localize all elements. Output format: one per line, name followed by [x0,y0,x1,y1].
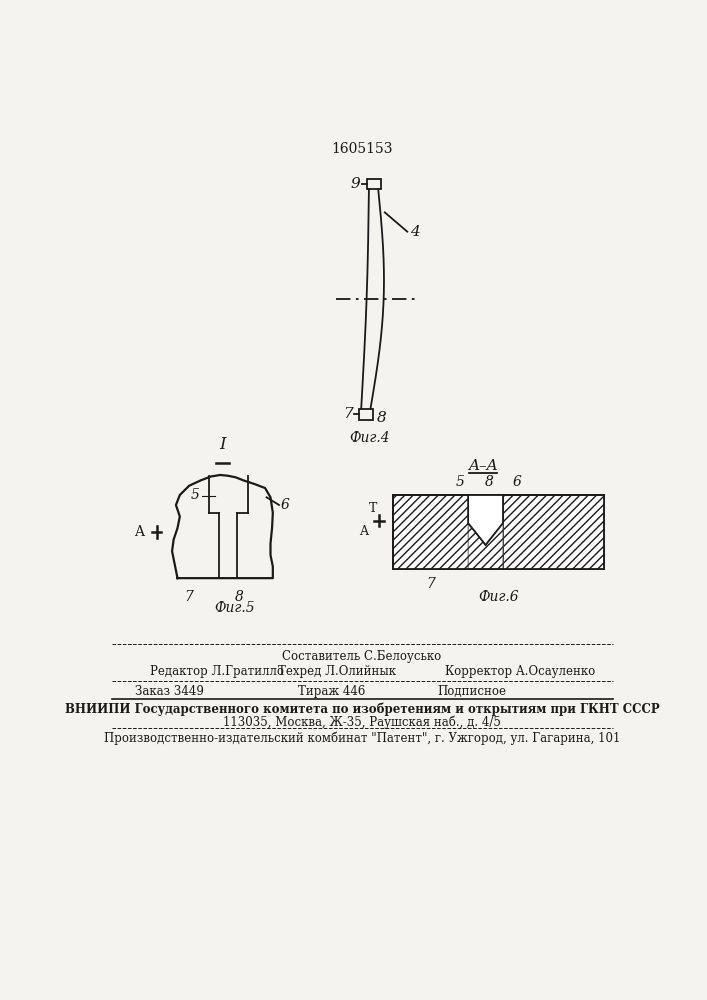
Bar [359,409,373,420]
Text: Подписное: Подписное [437,685,506,698]
Text: Техред Л.Олийнык: Техред Л.Олийнык [279,665,396,678]
Text: A: A [134,525,144,539]
Text: A–A: A–A [468,459,498,473]
Text: A: A [359,525,368,538]
Text: ВНИИПИ Государственного комитета по изобретениям и открытиям при ГКНТ СССР: ВНИИПИ Государственного комитета по изоб… [64,703,659,716]
Text: Тираж 446: Тираж 446 [298,685,365,698]
Text: Корректор А.Осауленко: Корректор А.Осауленко [445,665,595,678]
Text: 113035, Москва, Ж-35, Раушская наб., д. 4/5: 113035, Москва, Ж-35, Раушская наб., д. … [223,715,501,729]
Text: 9: 9 [351,177,361,191]
Text: Редактор Л.Гратилло: Редактор Л.Гратилло [151,665,284,678]
Text: 8: 8 [377,411,387,425]
Bar [468,495,503,569]
Text: 7: 7 [343,407,353,421]
Bar [393,495,604,569]
Text: Фиг.6: Фиг.6 [478,590,519,604]
Text: 4: 4 [409,225,419,239]
Bar [367,179,380,189]
Text: 5: 5 [191,488,200,502]
Text: 6: 6 [513,475,521,489]
Text: 1605153: 1605153 [331,142,392,156]
Bar [393,495,468,569]
Text: I: I [219,436,226,453]
Text: Заказ 3449: Заказ 3449 [135,685,204,698]
Text: Составитель С.Белоусько: Составитель С.Белоусько [282,650,442,663]
Text: Фиг.4: Фиг.4 [349,431,390,445]
Text: 5: 5 [456,475,464,489]
Text: 7: 7 [426,577,435,591]
Text: Фиг.5: Фиг.5 [214,601,255,615]
Bar [503,495,604,569]
Text: T: T [368,502,377,515]
Text: 6: 6 [281,498,289,512]
Text: 8: 8 [485,475,494,489]
Bar [393,495,604,569]
Text: 8: 8 [235,590,244,604]
Text: 7: 7 [185,590,194,604]
Text: Производственно-издательский комбинат "Патент", г. Ужгород, ул. Гагарина, 101: Производственно-издательский комбинат "П… [104,731,620,745]
Polygon shape [468,523,503,569]
